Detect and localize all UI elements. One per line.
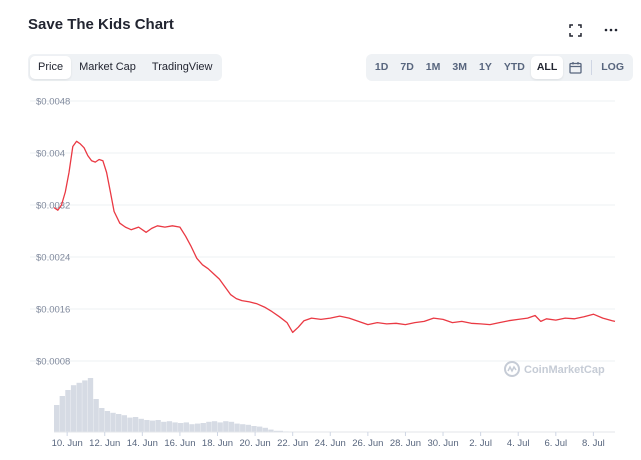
x-tick-label: 26. Jun — [352, 438, 383, 449]
y-tick-label: $0.0008 — [36, 357, 70, 368]
x-tick-label: 20. Jun — [240, 438, 271, 449]
volume-bar — [234, 423, 240, 432]
range-7d-button[interactable]: 7D — [400, 61, 414, 73]
calendar-icon — [569, 62, 582, 74]
volume-bar — [87, 378, 94, 432]
x-tick-label: 10. Jun — [52, 438, 83, 449]
y-tick-label: $0.0016 — [36, 305, 70, 316]
watermark: CoinMarketCap — [504, 361, 605, 377]
volume-bar — [82, 380, 88, 432]
y-tick-label: $0.0048 — [36, 97, 70, 108]
volume-bar — [223, 421, 229, 432]
volume-bar — [183, 422, 190, 432]
calendar-button[interactable] — [563, 56, 588, 79]
watermark-text: CoinMarketCap — [524, 364, 605, 376]
volume-bar — [65, 390, 71, 432]
x-tick-label: 22. Jun — [277, 438, 308, 449]
volume-bar — [161, 421, 167, 432]
volume-bar — [76, 382, 82, 432]
volume-bar — [178, 423, 184, 432]
volume-bar — [104, 411, 111, 432]
volume-bar — [99, 408, 105, 432]
coinmarketcap-logo-icon — [504, 361, 520, 377]
range-ytd-button[interactable]: YTD — [503, 61, 525, 73]
x-tick-label: 14. Jun — [127, 438, 158, 449]
header-actions — [567, 22, 619, 38]
volume-bar — [110, 412, 116, 432]
x-tick-label: 2. Jul — [469, 438, 492, 449]
x-tick-label: 30. Jun — [427, 438, 458, 449]
volume-bar — [211, 421, 218, 432]
volume-bar — [245, 424, 252, 432]
volume-bar — [116, 414, 122, 432]
volume-bar — [70, 385, 77, 432]
x-tick-label: 18. Jun — [202, 438, 233, 449]
volume-bar — [54, 405, 60, 432]
range-1d-button[interactable]: 1D — [374, 61, 389, 73]
volume-bar — [59, 396, 65, 432]
y-tick-label: $0.0032 — [36, 201, 70, 212]
volume-bar — [127, 417, 133, 432]
tab-market-cap[interactable]: Market Cap — [79, 61, 136, 73]
fullscreen-icon[interactable] — [567, 22, 583, 38]
y-axis-labels: $0.0048 $0.004 $0.0032 $0.0024 $0.0016 $0.000… — [36, 97, 70, 368]
grid-lines — [30, 100, 615, 362]
chart-type-tabs: Price Market Cap TradingView — [28, 54, 223, 81]
volume-bar — [149, 420, 156, 432]
x-tick-label: 16. Jun — [164, 438, 195, 449]
volume-bar — [93, 399, 99, 432]
volume-bar — [172, 422, 178, 432]
volume-bar — [132, 417, 139, 432]
more-icon[interactable] — [603, 22, 619, 38]
volume-bar — [189, 424, 195, 432]
volume-bars — [54, 378, 615, 433]
x-tick-label: 12. Jun — [89, 438, 120, 449]
range-all-button[interactable]: ALL — [530, 56, 564, 79]
y-tick-label: $0.0024 — [36, 253, 70, 264]
volume-bar — [121, 415, 127, 432]
x-tick-label: 6. Jul — [544, 438, 567, 449]
volume-bar — [138, 418, 144, 432]
y-tick-label: $0.004 — [36, 149, 65, 160]
range-3m-button[interactable]: 3M — [452, 61, 467, 73]
range-1y-button[interactable]: 1Y — [478, 61, 492, 73]
volume-bar — [268, 429, 274, 432]
log-scale-button[interactable]: LOG — [601, 61, 624, 73]
volume-bar — [251, 426, 257, 432]
volume-bar — [273, 430, 283, 432]
volume-bar — [200, 423, 206, 432]
volume-bar — [228, 421, 235, 432]
x-axis-labels: 10. Jun 12. Jun 14. Jun 16. Jun 18. Jun 20. J… — [52, 432, 605, 449]
volume-bar — [166, 421, 173, 432]
range-1m-button[interactable]: 1M — [425, 61, 441, 73]
range-selector: 1D 7D 1M 3M 1Y YTD ALL LOG — [365, 54, 633, 81]
volume-bar — [256, 426, 263, 432]
x-tick-label: 24. Jun — [315, 438, 346, 449]
x-tick-label: 4. Jul — [507, 438, 530, 449]
volume-bar — [262, 427, 268, 432]
volume-bar — [217, 422, 223, 432]
tab-price[interactable]: Price — [30, 56, 72, 79]
page-title: Save The Kids Chart — [28, 16, 174, 33]
range-divider — [591, 60, 593, 75]
volume-bar — [194, 423, 201, 432]
volume-bar — [155, 420, 161, 432]
tab-tradingview[interactable]: TradingView — [151, 61, 213, 73]
price-line — [53, 140, 616, 334]
volume-bar — [144, 420, 150, 432]
x-tick-label: 28. Jun — [390, 438, 421, 449]
volume-bar — [240, 424, 246, 432]
volume-bar — [206, 421, 212, 432]
x-tick-label: 8. Jul — [582, 438, 605, 449]
